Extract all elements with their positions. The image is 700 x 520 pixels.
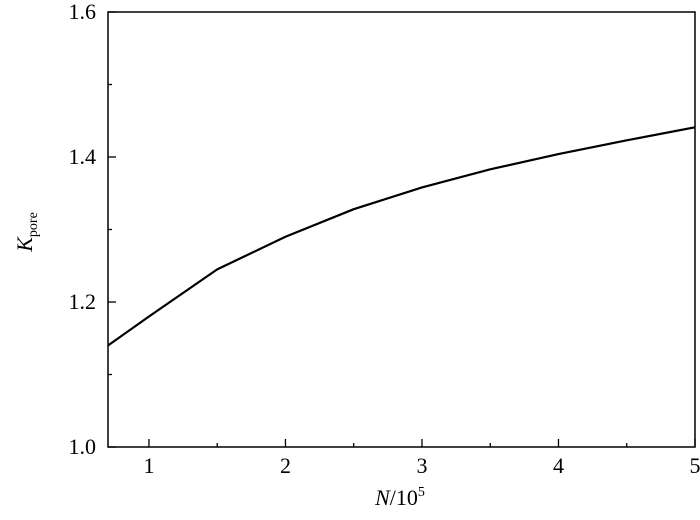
x-tick-label: 2 xyxy=(280,453,291,478)
x-tick-label: 3 xyxy=(416,453,427,478)
x-label-symbol: N xyxy=(374,485,391,510)
x-tick-label: 4 xyxy=(553,453,564,478)
x-label-superscript: 5 xyxy=(418,485,425,500)
x-tick-label: 5 xyxy=(690,453,700,478)
y-label-subscript: pore xyxy=(26,212,41,237)
x-label-text: /10 xyxy=(390,485,418,510)
line-series xyxy=(107,126,696,347)
x-tick-label: 1 xyxy=(143,453,154,478)
plot-frame xyxy=(107,11,696,448)
y-tick-label: 1.0 xyxy=(69,434,97,459)
y-label-symbol: K xyxy=(12,236,37,253)
y-tick-label: 1.2 xyxy=(69,289,97,314)
y-tick-label: 1.4 xyxy=(69,144,97,169)
y-tick-label: 1.6 xyxy=(69,0,97,24)
x-axis-label: N/105 xyxy=(374,485,425,510)
y-axis-label: Kpore xyxy=(12,212,41,253)
